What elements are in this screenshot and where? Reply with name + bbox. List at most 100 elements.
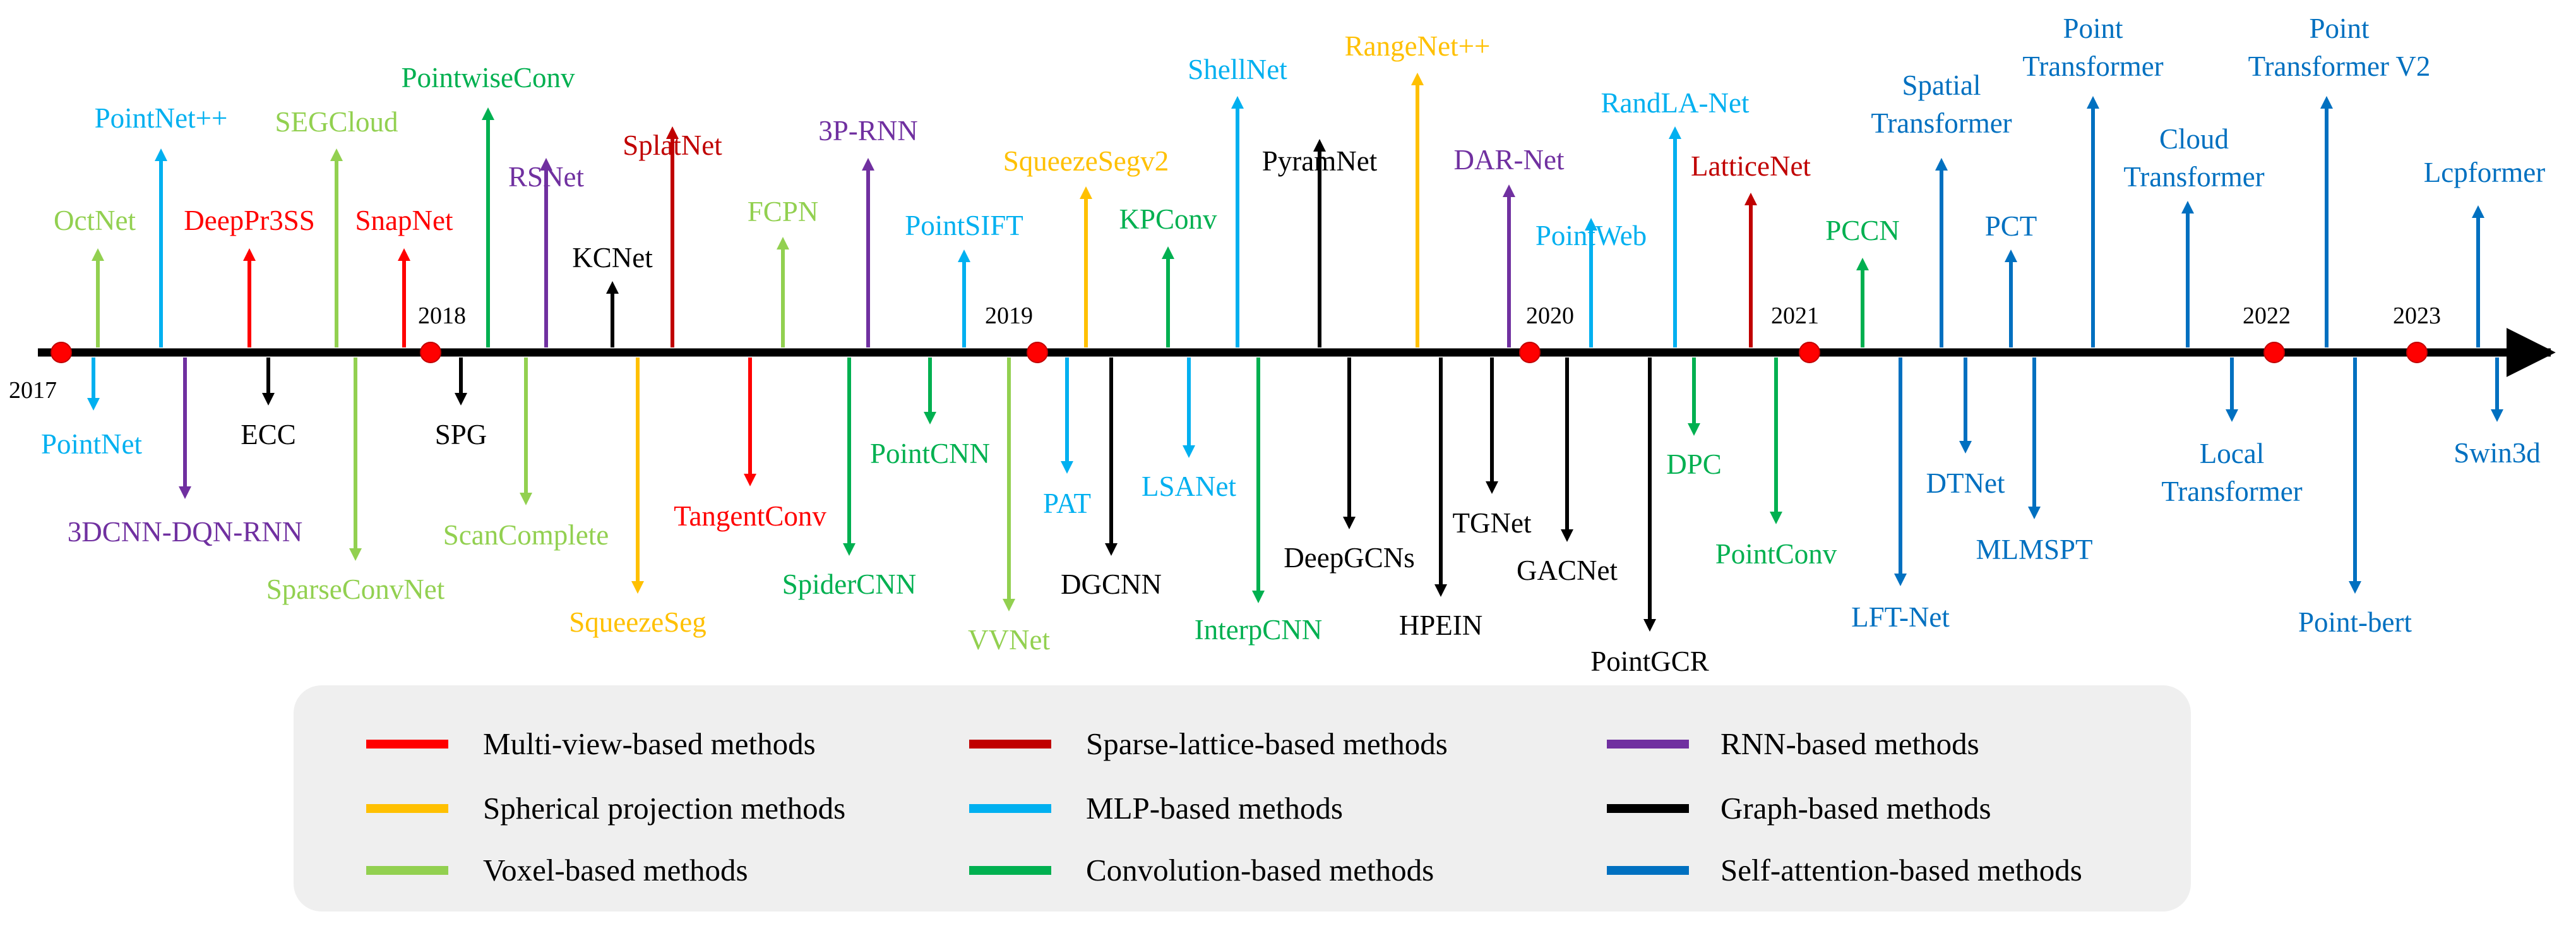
segcloud-label-line: SEGCloud: [275, 106, 398, 138]
scancomplete-arrowhead: [520, 493, 532, 505]
pointwiseconv-arrowhead: [482, 107, 494, 120]
legend-label-spherical-projection-methods: Spherical projection methods: [483, 791, 845, 826]
interpcnn-arrowhead: [1252, 591, 1265, 603]
point-bert-label: Point-bert: [2298, 606, 2412, 638]
point-transformer-arrowhead: [2087, 96, 2099, 109]
vvnet-arrowhead: [1003, 599, 1015, 611]
latticenet-label: LatticeNet: [1691, 150, 1811, 182]
deeppr3ss-label-line: DeepPr3SS: [184, 205, 315, 236]
pccn-arrowhead: [1856, 258, 1869, 270]
hpein-arrowhead: [1434, 584, 1447, 597]
rsnet-label: RSNet: [508, 161, 585, 193]
shellnet-arrowhead: [1231, 96, 1244, 109]
lsanet-label: LSANet: [1142, 471, 1236, 502]
splatnet-arrowhead: [666, 126, 679, 139]
year-dot-2023: [2406, 342, 2428, 363]
mlmspt-label-line: MLMSPT: [1976, 534, 2092, 565]
cloud-transformer-label-line: Cloud: [2159, 123, 2229, 155]
pointgcr-label-line: PointGCR: [1590, 646, 1709, 677]
mlmspt-label: MLMSPT: [1976, 534, 2092, 565]
deepgcns-label: DeepGCNs: [1284, 542, 1414, 574]
rangenetplusplus-arrowhead: [1411, 73, 1424, 85]
pointcnn-arrowhead: [924, 412, 936, 424]
rsnet-label-line: RSNet: [508, 161, 585, 193]
interpcnn-label: InterpCNN: [1195, 614, 1322, 646]
pct-label: PCT: [1985, 210, 2037, 242]
point-transformer-v2-label: Point Transformer V2: [2248, 13, 2431, 82]
lft-net-label-line: LFT-Net: [1851, 601, 1950, 633]
swin3d-label: Swin3d: [2454, 437, 2541, 469]
year-markers: 2017 2018 2019 2020 2021 2022 2023: [9, 303, 2441, 404]
squeezesegv2-label-line: SqueezeSegv2: [1003, 145, 1169, 177]
point-transformer-label-line: Point: [2063, 13, 2123, 44]
scancomplete-label: ScanComplete: [443, 519, 609, 551]
dpc-arrowhead: [1688, 423, 1700, 436]
octnet-label: OctNet: [54, 205, 136, 236]
splatnet-label: SplatNet: [623, 129, 722, 161]
cloud-transformer-label-line: Transformer: [2123, 161, 2264, 193]
year-label-2023: 2023: [2393, 303, 2441, 329]
pyramnet-label-line: PyramNet: [1262, 145, 1378, 177]
pointsift-arrowhead: [958, 250, 970, 262]
snapnet-arrowhead: [398, 248, 410, 261]
hpein-label: HPEIN: [1399, 610, 1483, 641]
octnet-label-line: OctNet: [54, 205, 136, 236]
pointsift-label-line: PointSIFT: [905, 210, 1023, 241]
squeezeseg-label-line: SqueezeSeg: [569, 606, 706, 638]
spg-arrowhead: [455, 393, 467, 406]
pct-label-line: PCT: [1985, 210, 2037, 242]
legend-box: [294, 685, 2191, 911]
gacnet-arrowhead: [1561, 529, 1573, 542]
point-transformer-label-line: Transformer: [2022, 51, 2163, 82]
year-dot-2018: [420, 342, 441, 363]
pyramnet-arrowhead: [1313, 139, 1326, 152]
pointcnn-label: PointCNN: [870, 438, 990, 469]
pointnet-arrowhead: [87, 398, 100, 411]
ecc-arrowhead: [262, 393, 275, 406]
squeezeseg-label: SqueezeSeg: [569, 606, 706, 638]
latticenet-arrowhead: [1744, 193, 1757, 205]
method-arrows: [87, 73, 2503, 632]
kcnet-arrowhead: [606, 281, 619, 294]
local-transformer-label-line: Local: [2200, 438, 2264, 469]
pat-label: PAT: [1043, 488, 1091, 519]
snapnet-label: SnapNet: [355, 205, 453, 236]
segcloud-arrowhead: [330, 148, 343, 161]
spidercnn-label-line: SpiderCNN: [782, 568, 917, 600]
pointweb-arrowhead: [1585, 218, 1597, 231]
pointnetplusplus-label-line: PointNet++: [95, 102, 228, 134]
tgnet-label: TGNet: [1453, 507, 1532, 539]
mlmspt-arrowhead: [2028, 507, 2041, 519]
dar-net-arrowhead: [1503, 184, 1515, 197]
legend-label-convolution-based-methods: Convolution-based methods: [1086, 853, 1434, 887]
spg-label: SPG: [435, 419, 487, 450]
lft-net-arrowhead: [1894, 574, 1907, 586]
year-dot-2021: [1799, 342, 1820, 363]
legend: Multi-view-based methods Sparse-lattice-b…: [366, 726, 2082, 887]
pointnet-label-line: PointNet: [41, 428, 143, 460]
pointconv-label: PointConv: [1715, 538, 1837, 570]
sparseconvnet-arrowhead: [349, 548, 362, 561]
pointweb-label: PointWeb: [1535, 220, 1647, 251]
pointcnn-label-line: PointCNN: [870, 438, 990, 469]
lsanet-label-line: LSANet: [1142, 471, 1236, 502]
fcpn-arrowhead: [777, 237, 789, 250]
point-transformer-v2-arrowhead: [2320, 96, 2333, 109]
lft-net-label: LFT-Net: [1851, 601, 1950, 633]
pointsift-label: PointSIFT: [905, 210, 1023, 241]
gacnet-label: GACNet: [1517, 555, 1618, 586]
vvnet-label-line: VVNet: [968, 624, 1050, 656]
3dcnn-dqn-rnn-label-line: 3DCNN-DQN-RNN: [68, 516, 302, 548]
octnet-arrowhead: [92, 248, 104, 261]
3dcnn-dqn-rnn-arrowhead: [179, 486, 191, 499]
year-dot-2017: [51, 342, 72, 363]
pointwiseconv-label-line: PointwiseConv: [401, 62, 575, 93]
dgcnn-label-line: DGCNN: [1061, 568, 1162, 600]
pointconv-label-line: PointConv: [1715, 538, 1837, 570]
sparseconvnet-label: SparseConvNet: [266, 574, 445, 605]
tangentconv-label-line: TangentConv: [674, 500, 826, 532]
3dcnn-dqn-rnn-label: 3DCNN-DQN-RNN: [68, 516, 302, 548]
kpconv-label-line: KPConv: [1119, 203, 1217, 235]
pointnetplusplus-arrowhead: [155, 148, 167, 161]
deepgcns-arrowhead: [1343, 517, 1356, 529]
